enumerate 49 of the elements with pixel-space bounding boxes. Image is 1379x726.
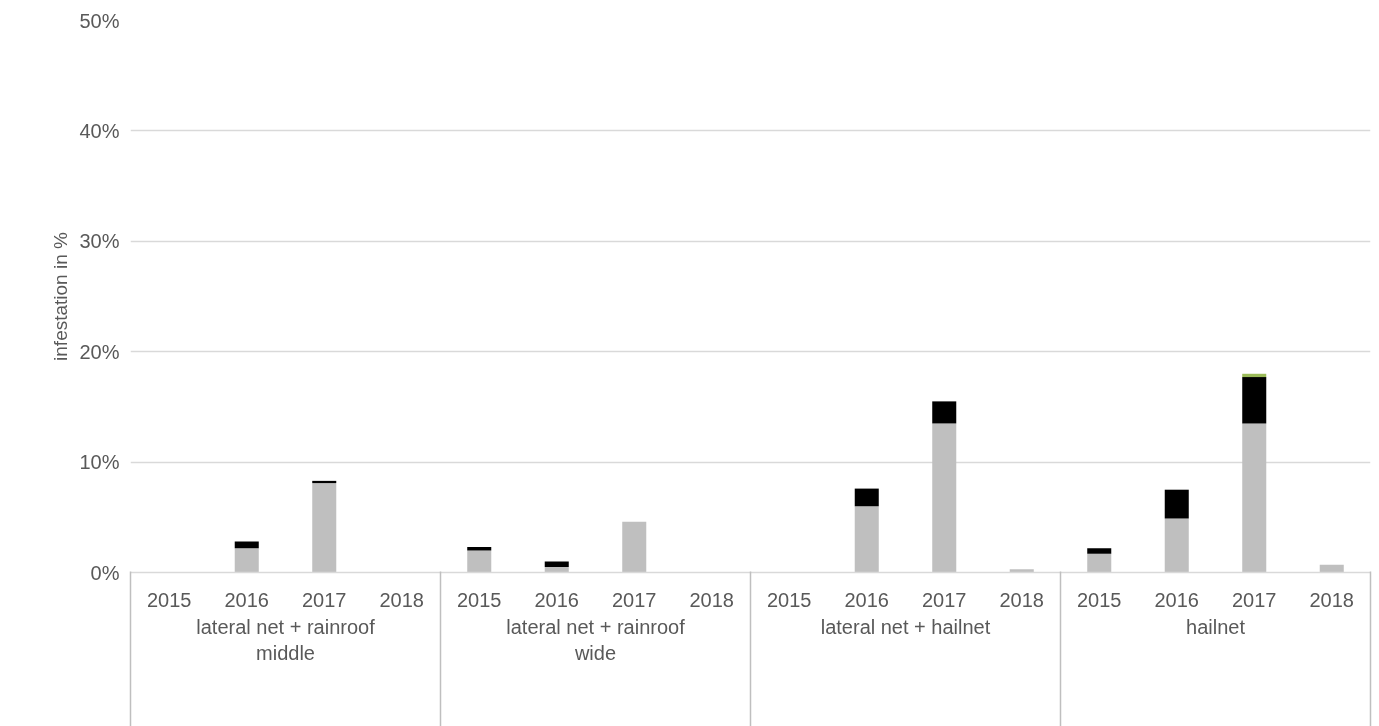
- bar: [234, 541, 259, 549]
- bar: [854, 488, 879, 507]
- x-tick-label: 2016: [534, 588, 579, 611]
- bar: [234, 548, 259, 573]
- bar: [467, 550, 492, 573]
- y-tick-label: 40%: [79, 119, 120, 142]
- bar: [932, 401, 957, 424]
- x-tick-label: 2017: [1232, 588, 1277, 611]
- bar: [1242, 423, 1267, 573]
- x-tick-label: 2017: [612, 588, 657, 611]
- bar: [544, 561, 569, 567]
- y-tick-label: 20%: [79, 340, 120, 363]
- y-tick-label: 50%: [79, 9, 120, 32]
- x-tick-label: 2018: [689, 588, 734, 611]
- bar: [312, 480, 337, 484]
- x-tick-label: 2018: [999, 588, 1044, 611]
- y-tick-label: 0%: [90, 561, 120, 584]
- text: lateral net + rainroof wide: [506, 615, 686, 664]
- y-tick-label: 10%: [79, 451, 120, 474]
- bar: [1164, 489, 1189, 519]
- x-tick-label: 2015: [1077, 588, 1122, 611]
- bar: [1319, 564, 1344, 573]
- text: lateral net + rainroof middle: [196, 615, 376, 664]
- bar: [1242, 373, 1267, 378]
- x-tick-label: 2015: [767, 588, 812, 611]
- bar: [467, 547, 492, 551]
- bar: [1087, 553, 1112, 573]
- bar: [1242, 377, 1267, 424]
- x-tick-label: 2016: [224, 588, 269, 611]
- bar: [1009, 569, 1034, 573]
- x-tick-label: 2016: [844, 588, 889, 611]
- x-tick-label: 2015: [147, 588, 192, 611]
- bar: [854, 506, 879, 573]
- text: lateral net + hailnet: [820, 615, 991, 638]
- x-tick-label: 2017: [302, 588, 347, 611]
- x-tick-label: 2018: [379, 588, 424, 611]
- y-axis-title: infestation in %: [50, 231, 72, 361]
- x-tick-label: 2018: [1309, 588, 1354, 611]
- bar: [1087, 548, 1112, 554]
- x-tick-label: 2016: [1154, 588, 1199, 611]
- bar: [1164, 518, 1189, 573]
- text: hailnet: [1186, 615, 1246, 638]
- y-tick-label: 30%: [79, 230, 120, 253]
- bar: [932, 423, 957, 573]
- x-tick-label: 2015: [457, 588, 502, 611]
- bar: [544, 566, 569, 573]
- bar: [622, 521, 647, 573]
- bar: [312, 483, 337, 573]
- x-tick-label: 2017: [922, 588, 967, 611]
